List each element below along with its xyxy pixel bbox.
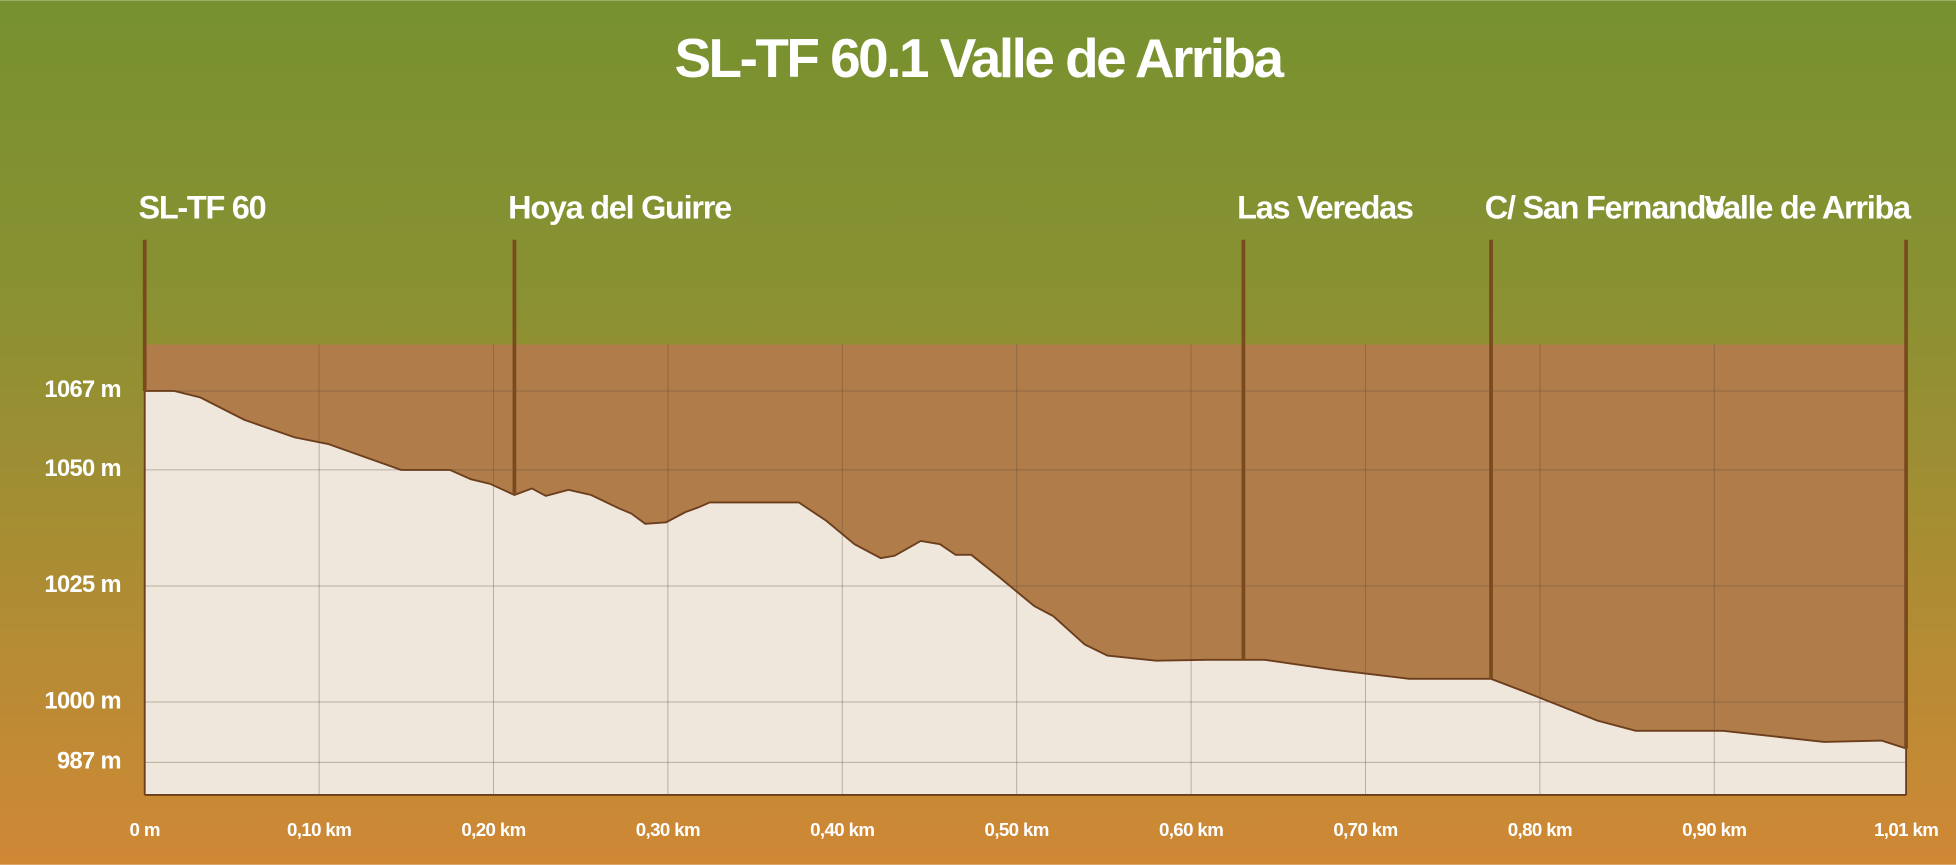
x-tick-label: 0,40 km (810, 819, 874, 840)
chart-title: SL-TF 60.1 Valle de Arriba (674, 27, 1284, 89)
x-tick-label: 0,30 km (636, 819, 700, 840)
x-tick-label: 0,70 km (1333, 819, 1397, 840)
x-tick-label: 0,80 km (1508, 819, 1572, 840)
profile-line (144, 390, 1907, 750)
x-tick-label: 0,20 km (461, 819, 525, 840)
y-tick-label: 1050 m (44, 456, 121, 482)
y-tick-label: 1067 m (44, 377, 121, 403)
x-tick-label: 0,50 km (985, 819, 1049, 840)
profile-area (144, 390, 1907, 795)
x-tick-label: 0,60 km (1159, 819, 1223, 840)
waypoint-label: Las Veredas (1237, 189, 1413, 225)
y-tick-label: 1025 m (44, 572, 121, 598)
y-tick-label: 987 m (57, 749, 121, 775)
waypoint-label: Hoya del Guirre (508, 189, 731, 225)
waypoint-label: Valle de Arriba (1704, 189, 1912, 225)
waypoint-label: SL-TF 60 (138, 189, 265, 225)
y-tick-label: 1000 m (44, 688, 121, 714)
waypoint-label: C/ San Fernando (1485, 189, 1724, 225)
x-tick-label: 1,01 km (1874, 819, 1938, 840)
x-tick-label: 0,10 km (287, 819, 351, 840)
x-tick-label: 0 m (130, 819, 160, 840)
x-tick-label: 0,90 km (1682, 819, 1746, 840)
